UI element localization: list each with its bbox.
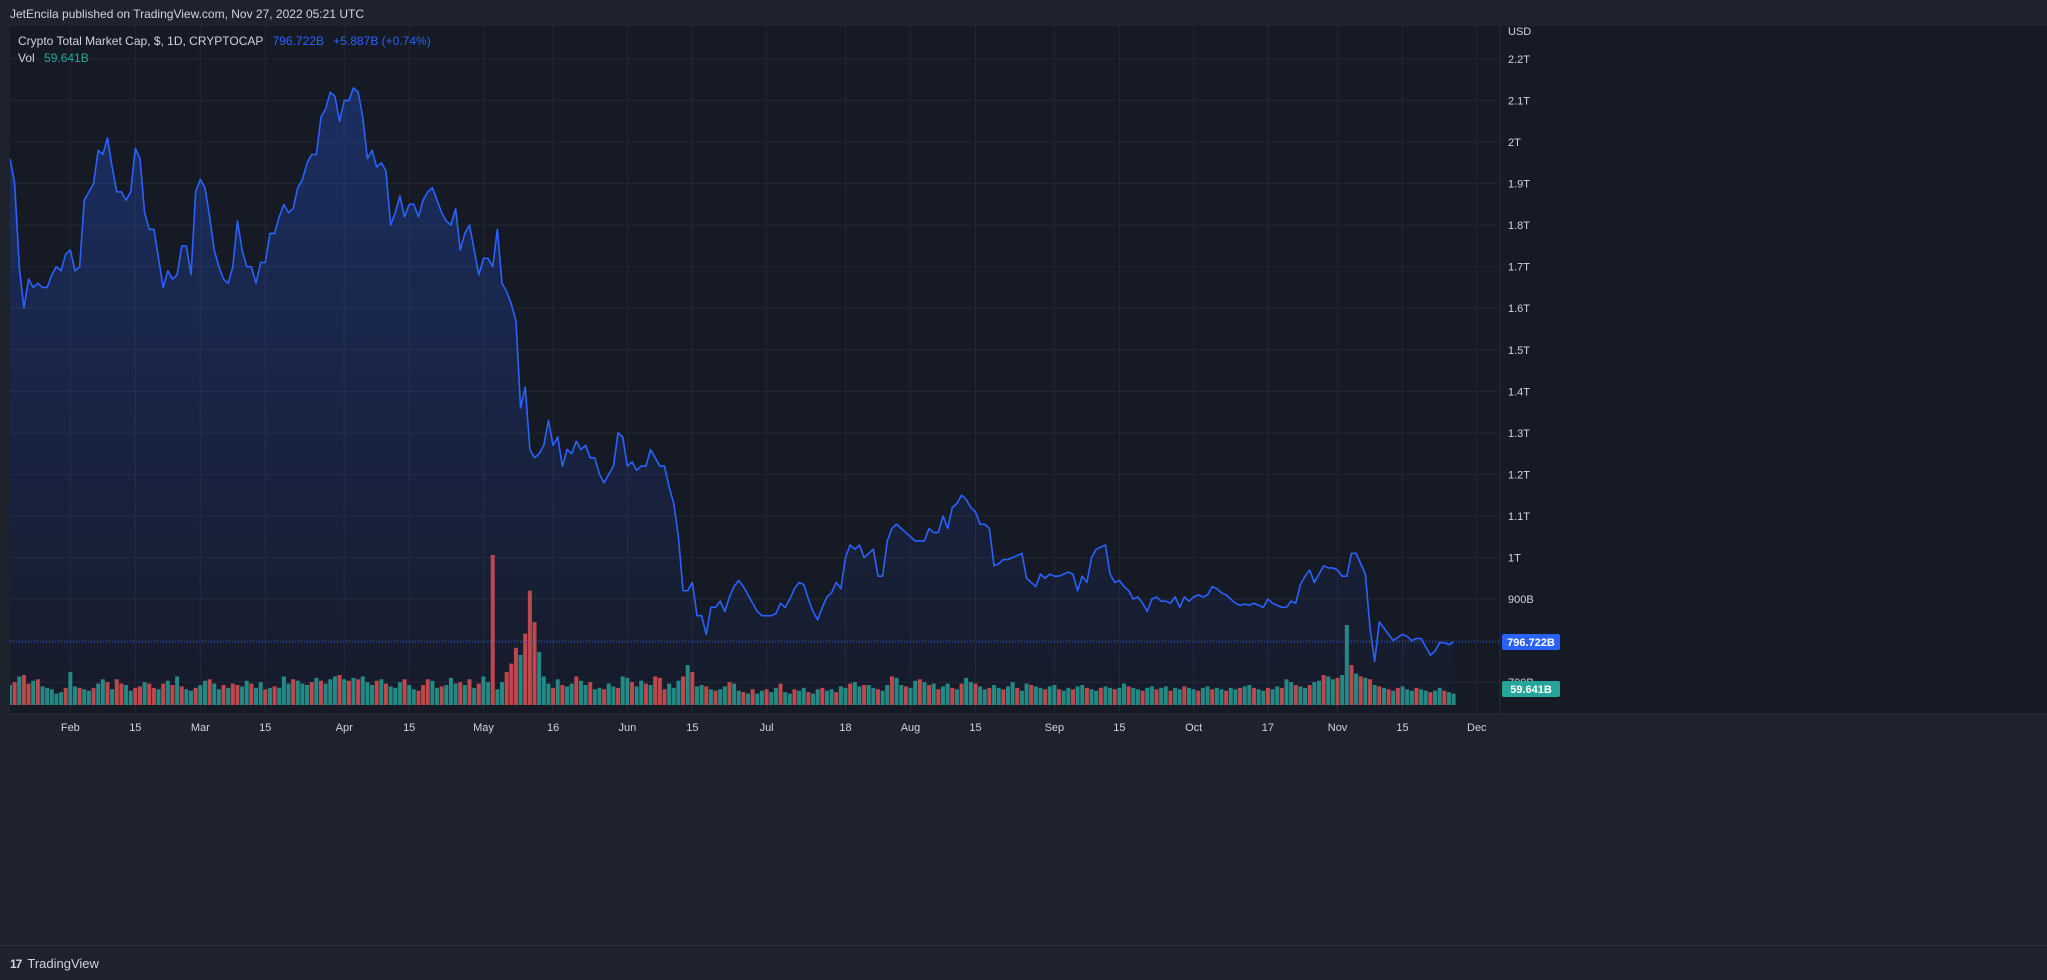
time-tick-label: 15 [1396, 722, 1408, 734]
time-tick-label: 15 [969, 722, 981, 734]
volume-tag-label: 59.641B [1510, 684, 1552, 696]
legend-symbol[interactable]: Crypto Total Market Cap, $, 1D, CRYPTOCA… [18, 34, 264, 48]
time-tick-label: 15 [686, 722, 698, 734]
time-tick-label: Nov [1328, 722, 1348, 734]
price-tick-label: 1.4T [1508, 386, 1530, 398]
legend-price-row: Crypto Total Market Cap, $, 1D, CRYPTOCA… [18, 33, 431, 50]
time-tick-label: May [473, 722, 494, 734]
tradingview-logo[interactable]: 17 TradingView [10, 956, 99, 971]
price-tick-label: 1.3T [1508, 428, 1530, 440]
chart-area[interactable]: 700B900B1T1.1T1.2T1.3T1.4T1.5T1.6T1.7T1.… [10, 26, 2047, 945]
legend-volume-row: Vol 59.641B [18, 50, 431, 67]
volume-bar [1451, 693, 1456, 705]
price-tick-label: 1.7T [1508, 262, 1530, 274]
footer: 17 TradingView [0, 945, 2047, 980]
time-tick-label: 15 [1113, 722, 1125, 734]
price-axis-background [1500, 26, 2047, 714]
chart-legend: Crypto Total Market Cap, $, 1D, CRYPTOCA… [18, 33, 431, 67]
publish-info-bar: JetEncila published on TradingView.com, … [0, 0, 2047, 26]
last-price-tag-label: 796.722B [1507, 637, 1555, 649]
time-tick-label: 16 [547, 722, 559, 734]
price-chart-svg[interactable]: 700B900B1T1.1T1.2T1.3T1.4T1.5T1.6T1.7T1.… [10, 26, 2047, 945]
legend-last-value: 796.722B [272, 34, 324, 48]
time-tick-label: Mar [191, 722, 210, 734]
time-tick-label: Aug [901, 722, 921, 734]
last-price-tag [1502, 633, 1560, 650]
time-tick-label: Oct [1185, 722, 1202, 734]
price-tick-label: 1.1T [1508, 511, 1530, 523]
price-tick-label: 2.1T [1508, 95, 1530, 107]
price-tick-label: 1.5T [1508, 345, 1530, 357]
tradingview-logo-icon: 17 [10, 956, 22, 971]
legend-volume-value: 59.641B [44, 51, 89, 65]
price-tick-label: 1.6T [1508, 303, 1530, 315]
time-tick-label: Sep [1045, 722, 1065, 734]
time-tick-label: 18 [839, 722, 851, 734]
time-tick-label: Feb [61, 722, 80, 734]
tradingview-brand-text: TradingView [27, 956, 99, 971]
price-tick-label: 900B [1508, 594, 1534, 606]
price-line[interactable] [10, 87, 1455, 663]
time-tick-label: 15 [403, 722, 415, 734]
price-tick-label: 1.8T [1508, 220, 1530, 232]
time-tick-label: Dec [1467, 722, 1487, 734]
price-tick-label: 1T [1508, 553, 1521, 565]
legend-volume-label[interactable]: Vol [18, 51, 35, 65]
time-tick-label: 15 [259, 722, 271, 734]
time-tick-label: 17 [1262, 722, 1274, 734]
volume-tag [1502, 681, 1560, 697]
time-tick-label: 15 [129, 722, 141, 734]
time-tick-label: Jun [618, 722, 636, 734]
publish-info-text: JetEncila published on TradingView.com, … [10, 7, 364, 21]
price-tick-label: 1.2T [1508, 469, 1530, 481]
currency-label: USD [1508, 26, 1531, 38]
price-area-fill [10, 88, 1454, 705]
time-tick-label: Jul [760, 722, 774, 734]
legend-change: +5.887B (+0.74%) [333, 34, 431, 48]
time-tick-label: Apr [336, 722, 353, 734]
price-tick-label: 1.9T [1508, 179, 1530, 191]
price-tick-label: 2.2T [1508, 54, 1530, 66]
price-tick-label: 2T [1508, 137, 1521, 149]
